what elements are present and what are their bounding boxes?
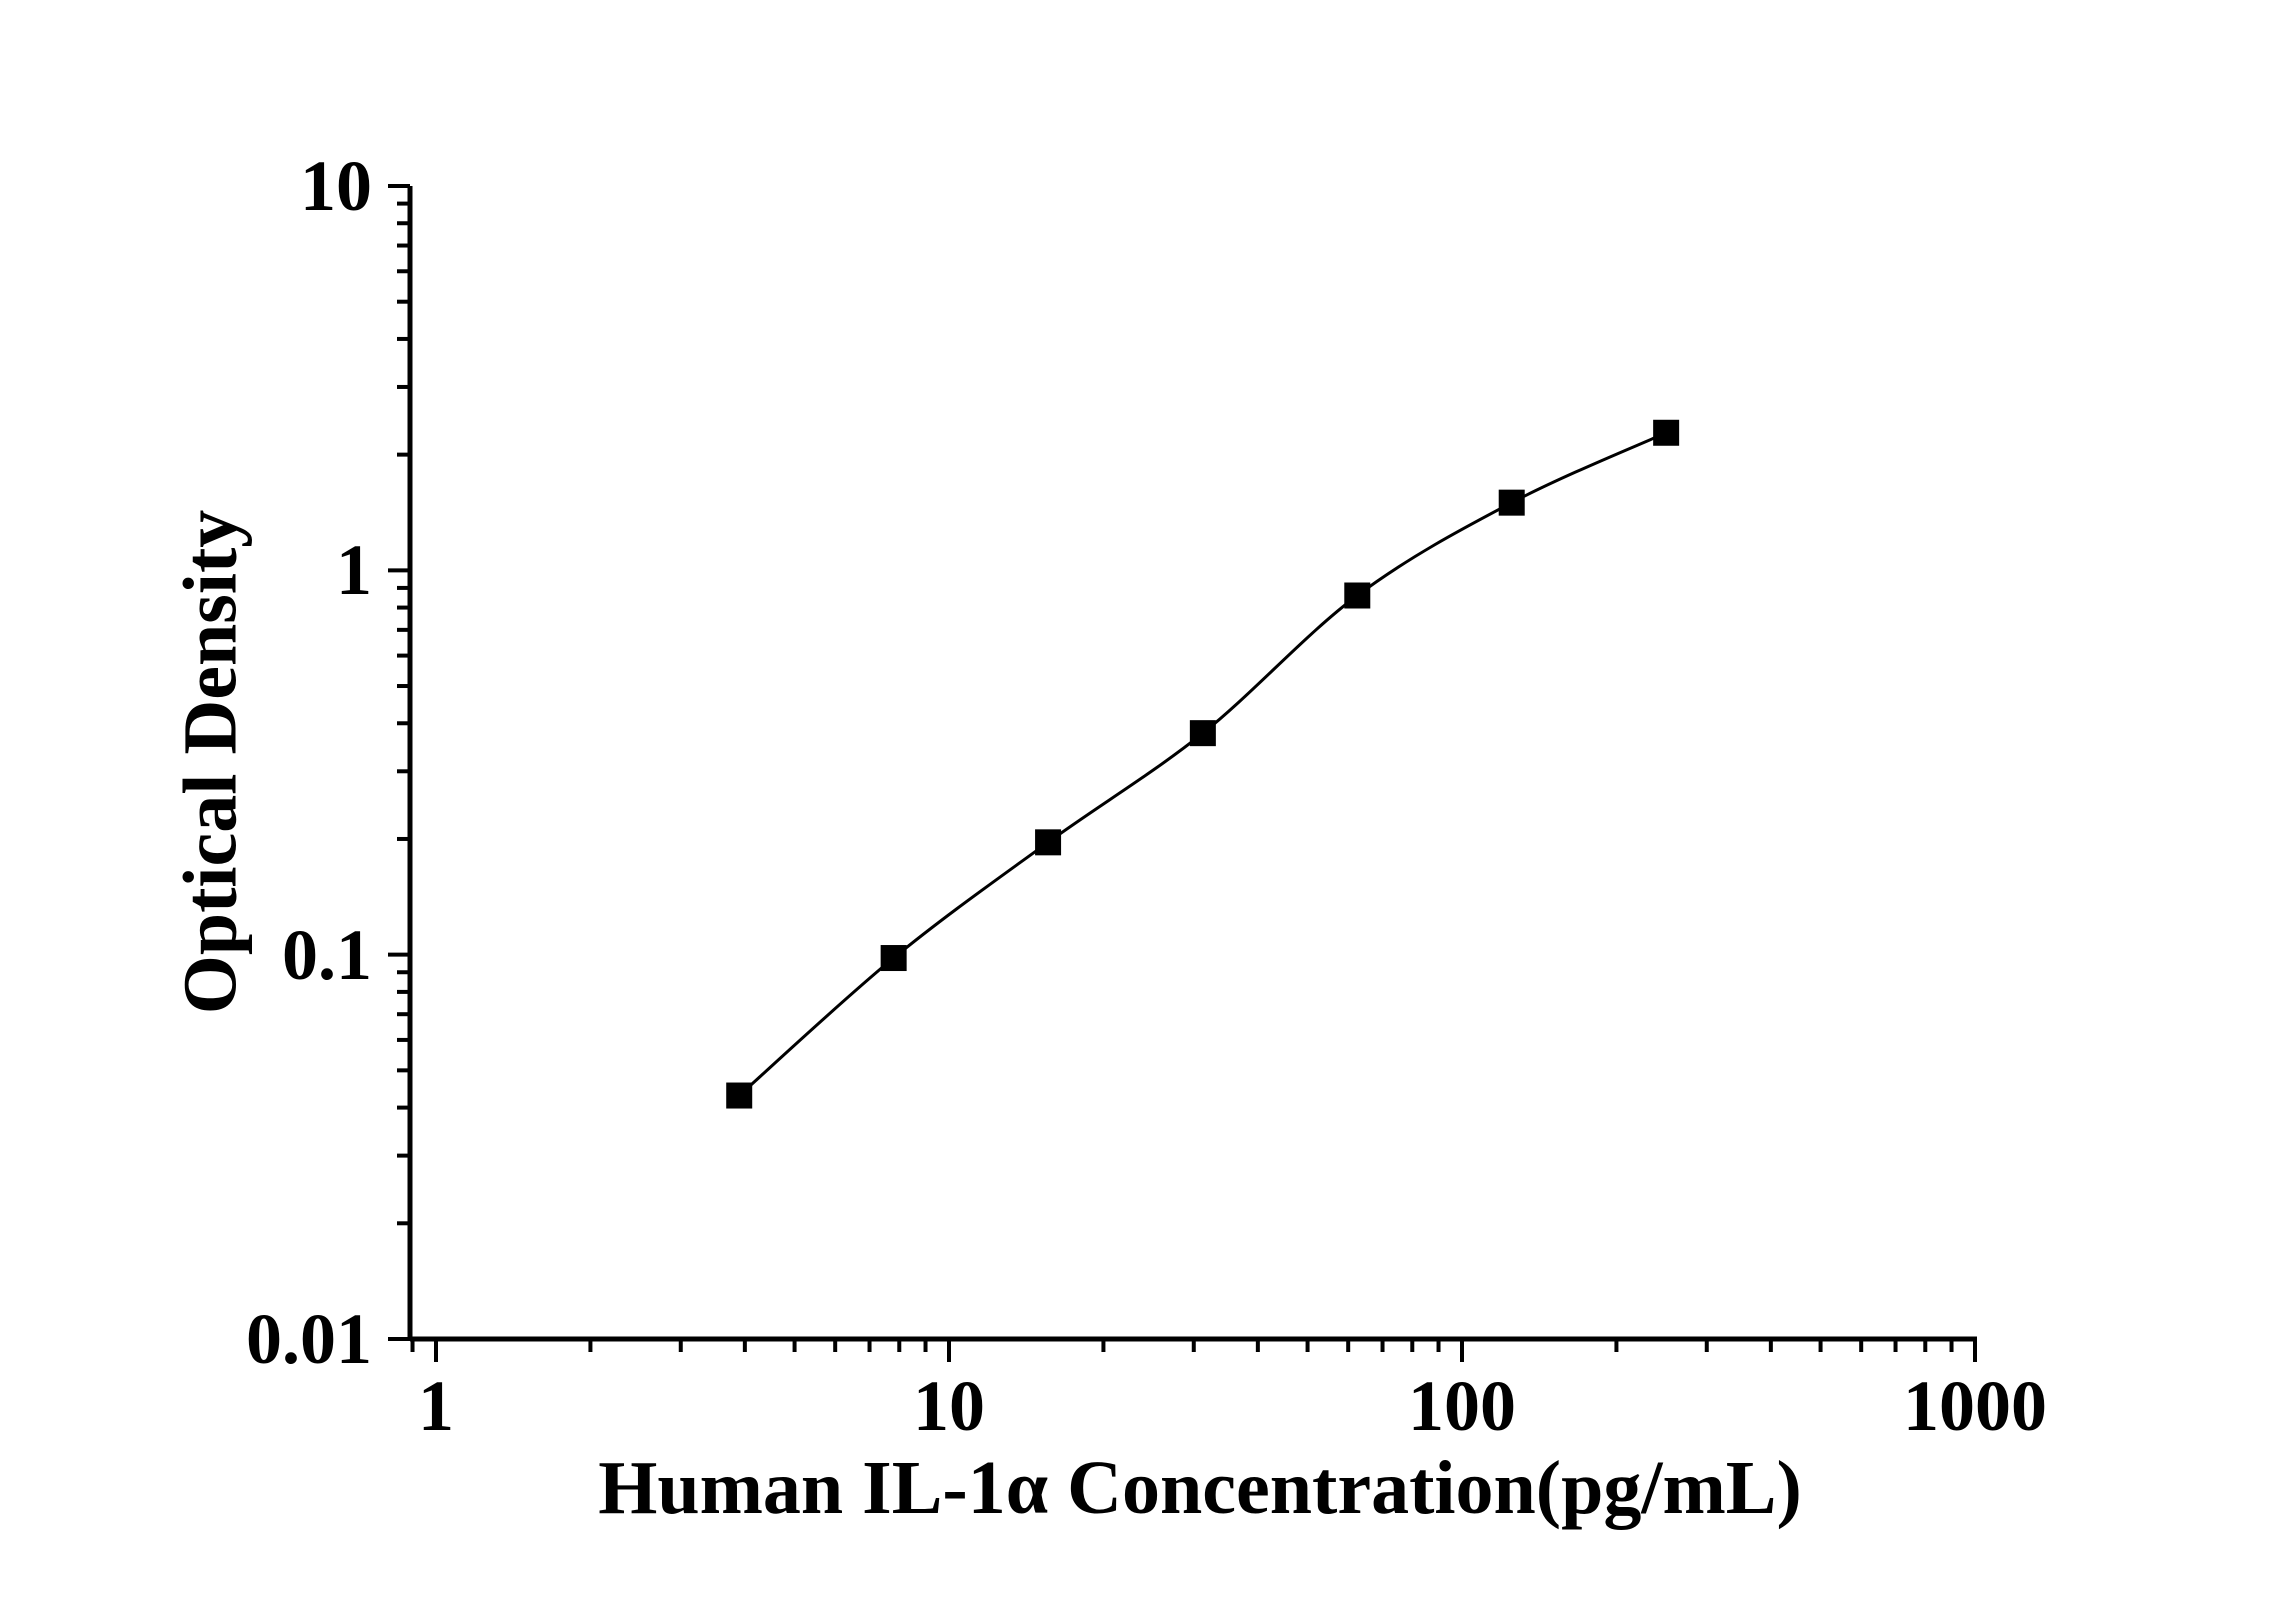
y-tick-label-0.01: 0.01	[246, 1299, 372, 1379]
x-tick-label-1: 1	[418, 1366, 454, 1446]
x-tick-label-1000: 1000	[1903, 1366, 2047, 1446]
data-point-marker	[1498, 489, 1525, 516]
x-tick-label-100: 100	[1408, 1366, 1516, 1446]
data-point-marker	[1035, 829, 1062, 856]
data-point-marker	[1189, 720, 1216, 747]
data-point-marker	[726, 1082, 753, 1109]
data-point-marker	[880, 945, 907, 972]
data-point-marker	[1344, 582, 1371, 609]
x-tick-label-10: 10	[913, 1366, 985, 1446]
data-point-marker	[1653, 419, 1680, 446]
plot-layer	[388, 184, 1977, 1362]
y-tick-label-1: 1	[336, 530, 372, 610]
standard-curve-line	[738, 431, 1667, 1097]
y-axis-title: Optical Density	[169, 510, 253, 1015]
y-tick-label-0.1: 0.1	[282, 915, 372, 995]
y-tick-label-10: 10	[300, 146, 372, 226]
x-axis-title: Human IL-1α Concentration(pg/mL)	[598, 1446, 1802, 1530]
